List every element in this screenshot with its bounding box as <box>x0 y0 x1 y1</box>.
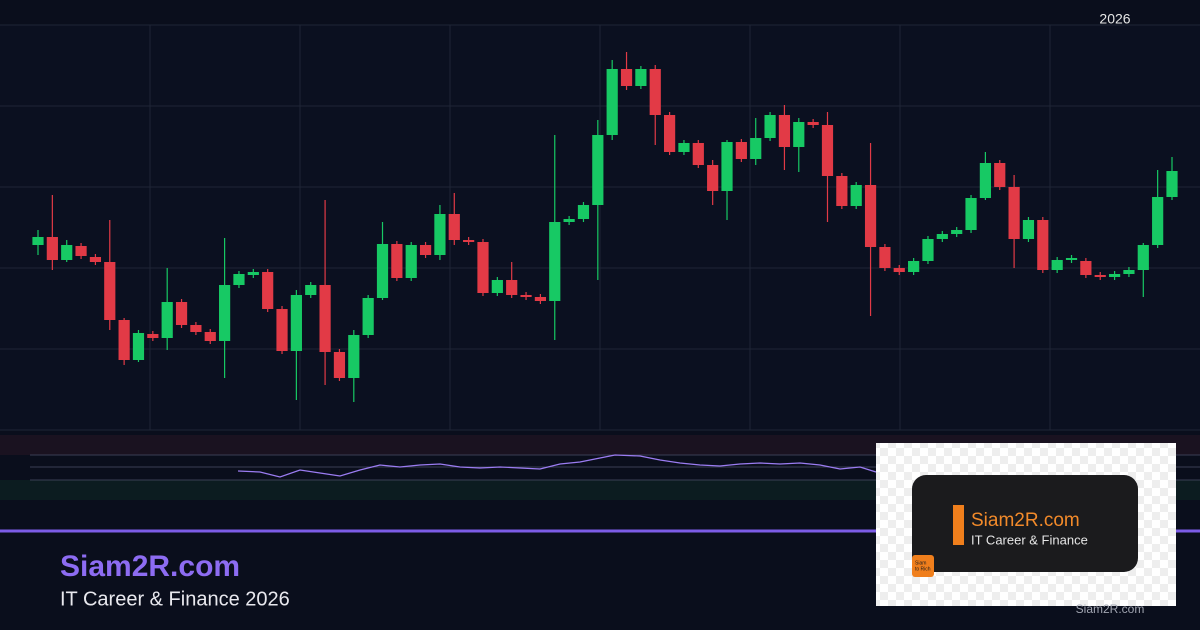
candle-body <box>1065 258 1078 260</box>
candle-body <box>520 295 532 297</box>
candle-body <box>419 245 432 255</box>
candle-body <box>1037 220 1049 270</box>
candle-body <box>1080 261 1092 275</box>
candle-body <box>893 268 905 272</box>
candle-body <box>692 143 704 165</box>
candle-body <box>333 352 346 378</box>
candle-body <box>663 115 676 152</box>
candle-body <box>563 219 575 222</box>
candle-body <box>778 115 791 147</box>
candle-body <box>175 302 188 325</box>
candle-body <box>534 297 547 301</box>
candle-body <box>219 285 231 341</box>
candle-body <box>46 237 58 260</box>
candle-body <box>233 274 245 285</box>
candle-body <box>247 272 259 275</box>
logo-badge-text: Siam <box>915 560 926 566</box>
candle-body <box>721 142 733 191</box>
candle-body <box>161 302 173 338</box>
candle-body <box>1123 270 1135 274</box>
candle-body <box>32 237 44 245</box>
candle-body <box>1094 275 1106 277</box>
candle-body <box>951 230 963 234</box>
logo-bar <box>953 505 964 545</box>
candle-body <box>305 285 317 295</box>
logo-card <box>912 475 1138 572</box>
watermark: Siam2R.com <box>1076 602 1145 616</box>
candle-body <box>922 239 934 261</box>
candle-body <box>1152 197 1164 245</box>
candle-body <box>1022 220 1035 239</box>
candle-body <box>678 143 690 152</box>
candle-body <box>118 320 130 360</box>
candle-body <box>348 335 360 378</box>
candle-body <box>1108 274 1121 277</box>
candle-body <box>104 262 116 320</box>
candle-body <box>448 214 460 240</box>
candle-body <box>276 309 288 351</box>
candle-body <box>190 325 202 332</box>
candle-body <box>649 69 661 115</box>
candle-body <box>362 298 374 335</box>
candle-body <box>463 240 475 242</box>
candle-body <box>620 69 633 86</box>
candle-body <box>1166 171 1178 197</box>
logo-badge <box>912 555 934 577</box>
candle-body <box>577 205 590 219</box>
candle-body <box>750 138 762 159</box>
logo-badge-text: to Rich <box>915 566 931 572</box>
candle-body <box>89 257 102 262</box>
year-label: 2026 <box>1099 11 1130 27</box>
candle-body <box>836 176 848 206</box>
candle-body <box>506 280 518 295</box>
candle-body <box>290 295 302 351</box>
tagline: IT Career & Finance 2026 <box>60 588 290 610</box>
candle-body <box>1008 187 1020 239</box>
candle-body <box>994 163 1006 187</box>
candle-body <box>936 234 948 239</box>
candle-body <box>549 222 561 301</box>
candle-body <box>132 333 145 360</box>
candle-body <box>204 332 216 341</box>
candle-body <box>405 245 417 278</box>
candle-body <box>850 185 862 206</box>
candle-body <box>707 165 719 191</box>
candle-body <box>147 334 159 338</box>
candle-body <box>635 69 647 86</box>
candle-body <box>319 285 331 352</box>
indicator-curve <box>237 454 877 478</box>
candle-body <box>965 198 977 230</box>
candle-body <box>908 261 920 272</box>
candle-body <box>879 247 891 268</box>
brand: Siam2R.com <box>60 550 240 583</box>
candle-body <box>864 185 877 247</box>
candle-body <box>391 244 403 278</box>
candle-body <box>376 244 389 298</box>
candle-body <box>477 242 489 293</box>
candles <box>32 52 1178 402</box>
candle-body <box>61 245 73 260</box>
candle-body <box>979 163 991 198</box>
candle-body <box>764 115 776 138</box>
candle-body <box>807 122 819 125</box>
candle-body <box>262 272 274 309</box>
logo-title: Siam2R.com <box>971 510 1080 531</box>
candle-body <box>1137 245 1149 270</box>
candle-body <box>491 280 503 293</box>
logo-subtitle: IT Career & Finance <box>971 532 1088 547</box>
candle-body <box>434 214 446 255</box>
candle-body <box>592 135 604 205</box>
candle-body <box>606 69 618 135</box>
candle-body <box>821 125 834 176</box>
candle-body <box>75 246 87 256</box>
candle-body <box>1051 260 1063 270</box>
candle-body <box>793 122 805 147</box>
candle-body <box>735 142 747 159</box>
